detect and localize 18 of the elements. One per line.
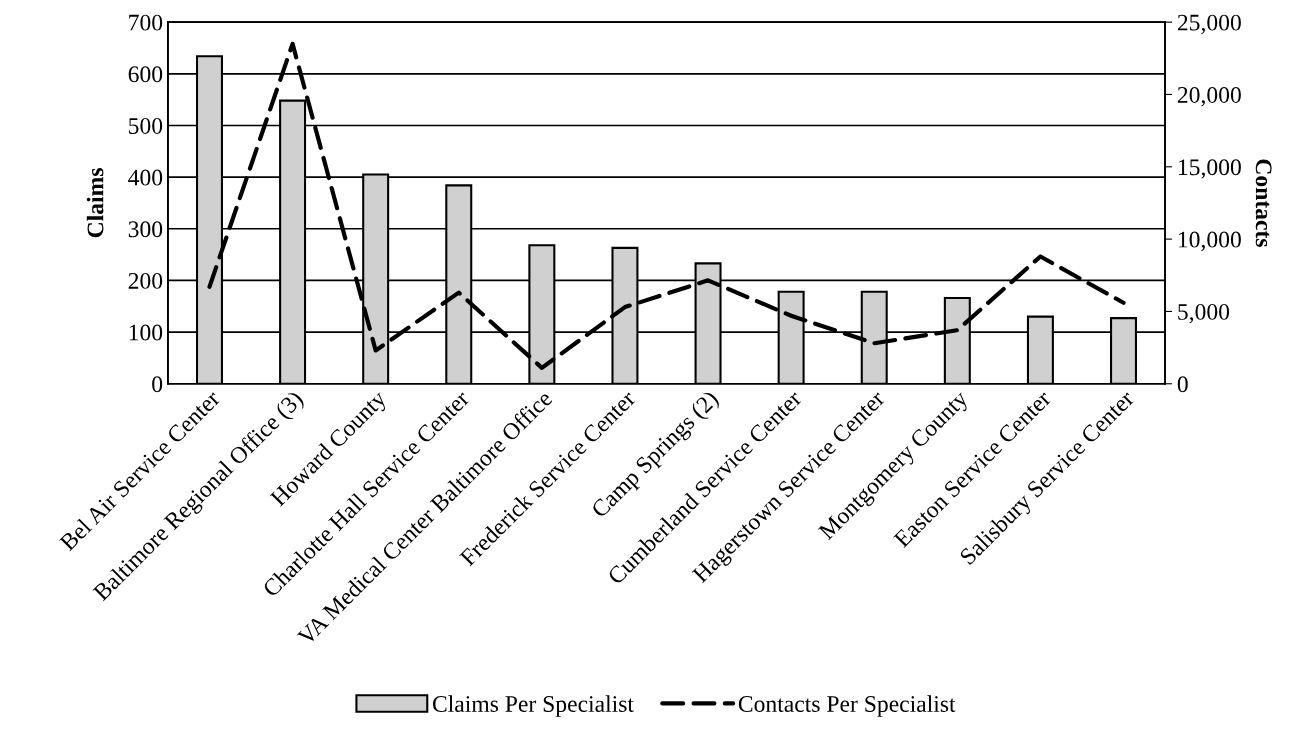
y2-tick-label: 20,000 xyxy=(1177,86,1241,107)
y2-tick-label: 5,000 xyxy=(1178,303,1230,324)
y2-axis-title: Contacts xyxy=(1255,159,1272,247)
y-tick-label: 600 xyxy=(128,66,163,83)
y-tick-label: 0 xyxy=(152,376,163,393)
y-tick-label: 200 xyxy=(128,272,163,289)
y2-tick-label: 10,000 xyxy=(1178,231,1241,251)
y-tick-label: 500 xyxy=(129,117,163,134)
y-tick-label: 400 xyxy=(128,169,163,186)
y2-tick-label: 15,000 xyxy=(1178,159,1241,179)
legend-label: Contacts Per Specialist xyxy=(738,695,956,717)
y-tick-label: 700 xyxy=(129,14,163,31)
y-axis-title: Claims xyxy=(86,168,104,238)
legend-label: Claims Per Specialist xyxy=(432,695,634,717)
y2-tick-label: 0 xyxy=(1177,376,1188,393)
y-tick-label: 300 xyxy=(128,221,163,238)
y-tick-label: 100 xyxy=(129,324,163,341)
y2-tick-label: 25,000 xyxy=(1177,14,1241,34)
